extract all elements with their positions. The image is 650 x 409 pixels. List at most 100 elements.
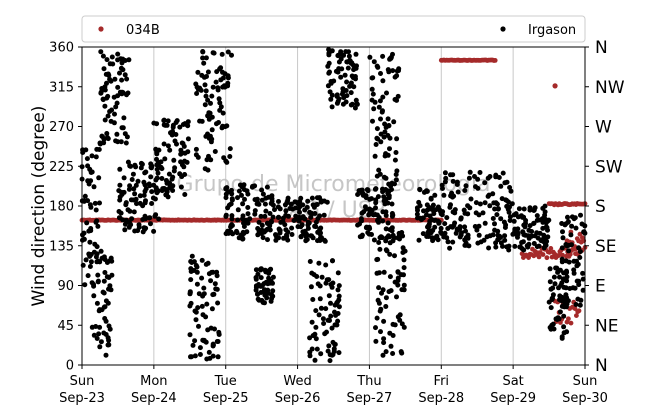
point-irgason [382,121,388,127]
point-irgason [396,233,402,239]
point-irgason [308,284,314,290]
point-irgason [138,165,144,171]
point-irgason [285,195,291,201]
point-irgason [527,223,533,229]
point-irgason [111,120,117,126]
point-irgason [380,53,386,59]
point-irgason [192,353,198,359]
point-irgason [119,60,125,66]
point-irgason [526,241,532,247]
point-irgason [350,75,356,81]
point-irgason [393,177,399,183]
point-irgason [88,259,94,265]
point-irgason [94,336,100,341]
point-irgason [161,118,167,123]
point-irgason [164,192,170,198]
point-irgason [507,218,513,223]
y-tick-label: 360 [49,41,74,56]
legend-label-034b: 034B [126,23,160,38]
x-tick-day: Wed [283,374,311,389]
point-irgason [450,172,456,178]
point-irgason [401,257,407,263]
point-irgason [225,205,231,211]
point-irgason [578,297,584,303]
point-irgason [551,274,557,280]
point-irgason [444,215,450,221]
point-irgason [377,98,383,104]
point-irgason [156,216,162,222]
point-irgason [209,269,215,275]
point-irgason [115,139,121,145]
point-irgason [150,195,156,201]
point-irgason [531,208,537,213]
point-irgason [194,91,200,96]
x-axis: Sun Sep-23 Mon Sep-24 Tue Sep-25 Wed Sep-26 Thu S… [59,365,608,406]
point-irgason [245,211,251,217]
point-irgason [256,219,262,225]
point-irgason [308,214,314,220]
point-irgason [475,176,481,182]
point-irgason [521,206,527,212]
point-irgason [326,317,332,323]
point-irgason [298,195,304,201]
point-irgason [467,205,473,211]
point-irgason [318,230,323,236]
point-irgason [390,68,396,74]
point-irgason [212,326,217,332]
point-irgason [85,273,91,279]
point-irgason [477,170,483,175]
point-irgason [209,306,215,312]
point-irgason [322,331,328,337]
point-irgason [390,351,396,356]
point-irgason [565,214,570,220]
point-irgason [512,243,518,249]
point-irgason [420,215,426,221]
point-irgason [86,228,92,234]
point-irgason [206,349,212,355]
point-irgason [326,293,332,299]
point-irgason [334,300,340,306]
point-irgason [259,197,265,203]
point-034b [576,308,582,314]
point-irgason [531,241,537,246]
point-irgason [426,223,432,228]
point-irgason [268,298,274,304]
point-irgason [394,73,400,79]
point-irgason [136,222,142,228]
point-irgason [142,200,148,206]
point-irgason [323,262,329,268]
point-irgason [458,215,464,221]
point-irgason [473,210,479,216]
point-034b [547,249,552,255]
point-irgason [197,352,203,357]
point-irgason [374,315,380,321]
point-irgason [563,285,569,291]
point-irgason [269,193,275,199]
point-irgason [185,119,191,125]
point-irgason [313,336,319,342]
point-irgason [330,258,335,264]
point-irgason [326,343,332,349]
point-irgason [569,223,575,229]
point-irgason [504,179,510,185]
point-irgason [262,292,268,298]
point-irgason [343,49,349,55]
point-irgason [289,232,295,237]
point-irgason [392,181,397,187]
compass-label: E [595,277,606,297]
point-irgason [85,198,91,204]
point-irgason [383,226,389,232]
point-irgason [485,175,491,181]
point-irgason [185,136,191,142]
point-irgason [312,357,318,363]
point-irgason [159,188,165,194]
point-irgason [389,225,395,231]
point-irgason [335,98,341,104]
point-irgason [534,213,540,219]
point-irgason [391,119,397,125]
point-irgason [435,218,441,224]
point-irgason [385,192,391,198]
point-irgason [118,210,124,216]
point-irgason [84,156,90,162]
point-irgason [244,220,250,225]
